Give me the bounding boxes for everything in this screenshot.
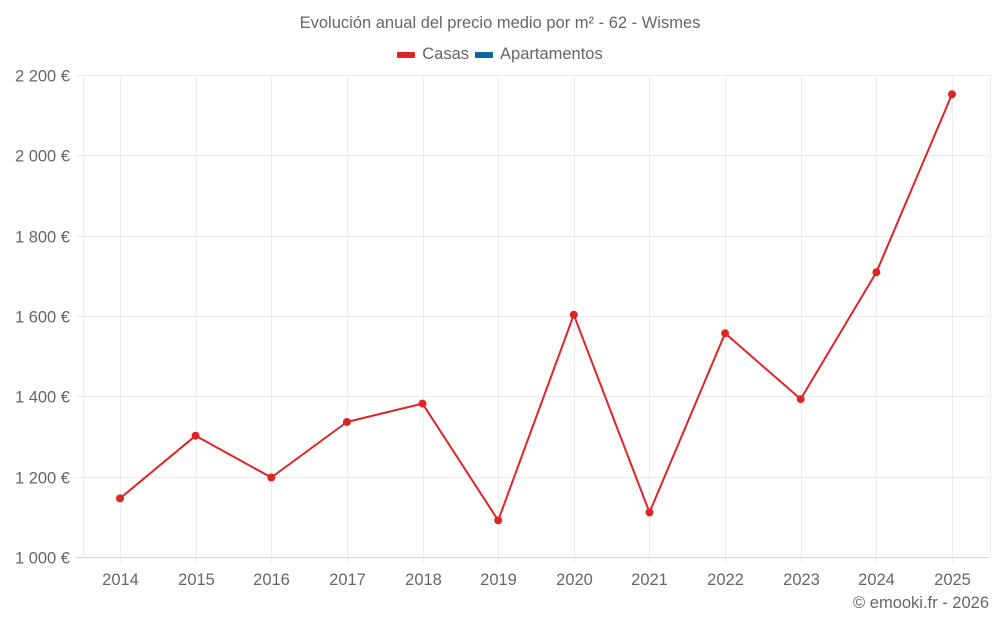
y-tick-label: 2 000 € [15, 148, 70, 166]
x-tick-label: 2025 [934, 571, 971, 589]
y-tick-label: 1 000 € [15, 550, 70, 568]
series-line [119, 93, 953, 522]
grid-lines [75, 75, 991, 563]
x-tick-label: 2017 [329, 571, 366, 589]
y-tick-label: 2 200 € [15, 68, 70, 86]
data-point[interactable] [191, 431, 200, 440]
data-point[interactable] [645, 508, 654, 517]
data-point[interactable] [418, 399, 427, 408]
data-point[interactable] [872, 268, 881, 277]
legend-item-apartamentos[interactable]: Apartamentos [475, 45, 603, 64]
x-tick-label: 2015 [178, 571, 215, 589]
x-tick-label: 2023 [783, 571, 820, 589]
legend-swatch-casas [397, 51, 416, 58]
x-tick-label: 2019 [480, 571, 517, 589]
data-point[interactable] [342, 418, 351, 426]
y-tick-label: 1 200 € [15, 470, 70, 488]
y-axis: 1 000 € 1 200 € 1 400 € 1 600 € 1 800 € 2 000… [15, 68, 70, 568]
y-tick-label: 1 800 € [15, 229, 70, 247]
x-tick-label: 2014 [102, 571, 139, 589]
x-tick-label: 2016 [253, 571, 290, 589]
x-tick-label: 2022 [707, 571, 744, 589]
x-tick-label: 2018 [405, 571, 442, 589]
legend-label-apartamentos: Apartamentos [500, 45, 603, 63]
data-point[interactable] [494, 516, 503, 525]
legend-label-casas: Casas [422, 45, 470, 63]
x-axis: 2014 2015 2016 2017 2018 2019 2020 2021 2022 2023… [102, 571, 971, 589]
data-point[interactable] [267, 473, 276, 482]
x-tick-label: 2024 [858, 571, 895, 589]
data-point[interactable] [796, 395, 805, 404]
data-point[interactable] [116, 494, 124, 503]
x-tick-label: 2021 [631, 571, 668, 589]
legend-swatch-apartamentos [475, 51, 494, 58]
legend: Casas Apartamentos [0, 45, 1000, 64]
legend-item-casas[interactable]: Casas [397, 45, 469, 64]
credit-text: © emooki.fr - 2026 [853, 594, 989, 612]
series-casas [116, 90, 956, 525]
y-tick-label: 1 600 € [15, 309, 70, 327]
chart-title: Evolución anual del precio medio por m² … [299, 14, 701, 32]
y-tick-label: 1 400 € [15, 389, 70, 407]
data-point[interactable] [569, 310, 578, 319]
x-tick-label: 2020 [556, 571, 593, 589]
data-point[interactable] [948, 90, 956, 99]
data-point[interactable] [721, 329, 730, 338]
